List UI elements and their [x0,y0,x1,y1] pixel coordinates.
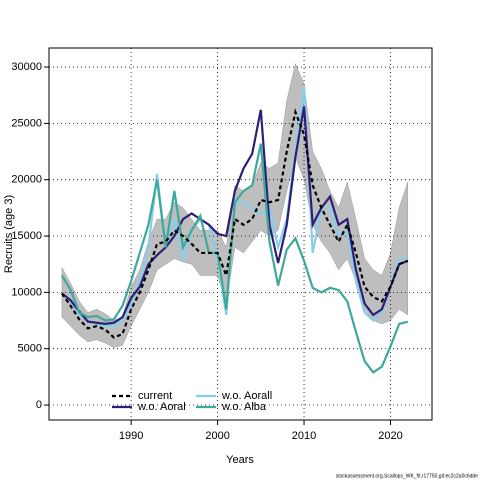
legend-label: w.o. Aoral [137,401,186,413]
x-tick-label: 2000 [205,430,229,442]
y-tick-label: 15000 [11,230,42,242]
x-axis-label: Years [226,454,254,466]
x-tick-label: 2010 [292,430,316,442]
x-tick-label: 2020 [378,430,402,442]
plot-frame [48,47,433,421]
y-tick-label: 25000 [11,117,42,129]
series-line [61,143,409,374]
x-tick-label: 1990 [119,430,143,442]
legend-label: current [138,390,172,402]
y-axis-label: Recruits (age 3) [3,195,15,273]
legend-label: w.o. Alba [221,401,267,413]
y-tick-label: 5000 [18,343,42,355]
y-tick-label: 0 [36,399,42,411]
footnote: stockassessment.org,Scallops_WK_fit,r177… [336,473,479,479]
y-tick-label: 20000 [11,174,42,186]
series-line [61,108,409,339]
y-tick-label: 10000 [11,286,42,298]
legend-label: w.o. Aorall [221,390,272,402]
y-tick-label: 30000 [11,61,42,73]
